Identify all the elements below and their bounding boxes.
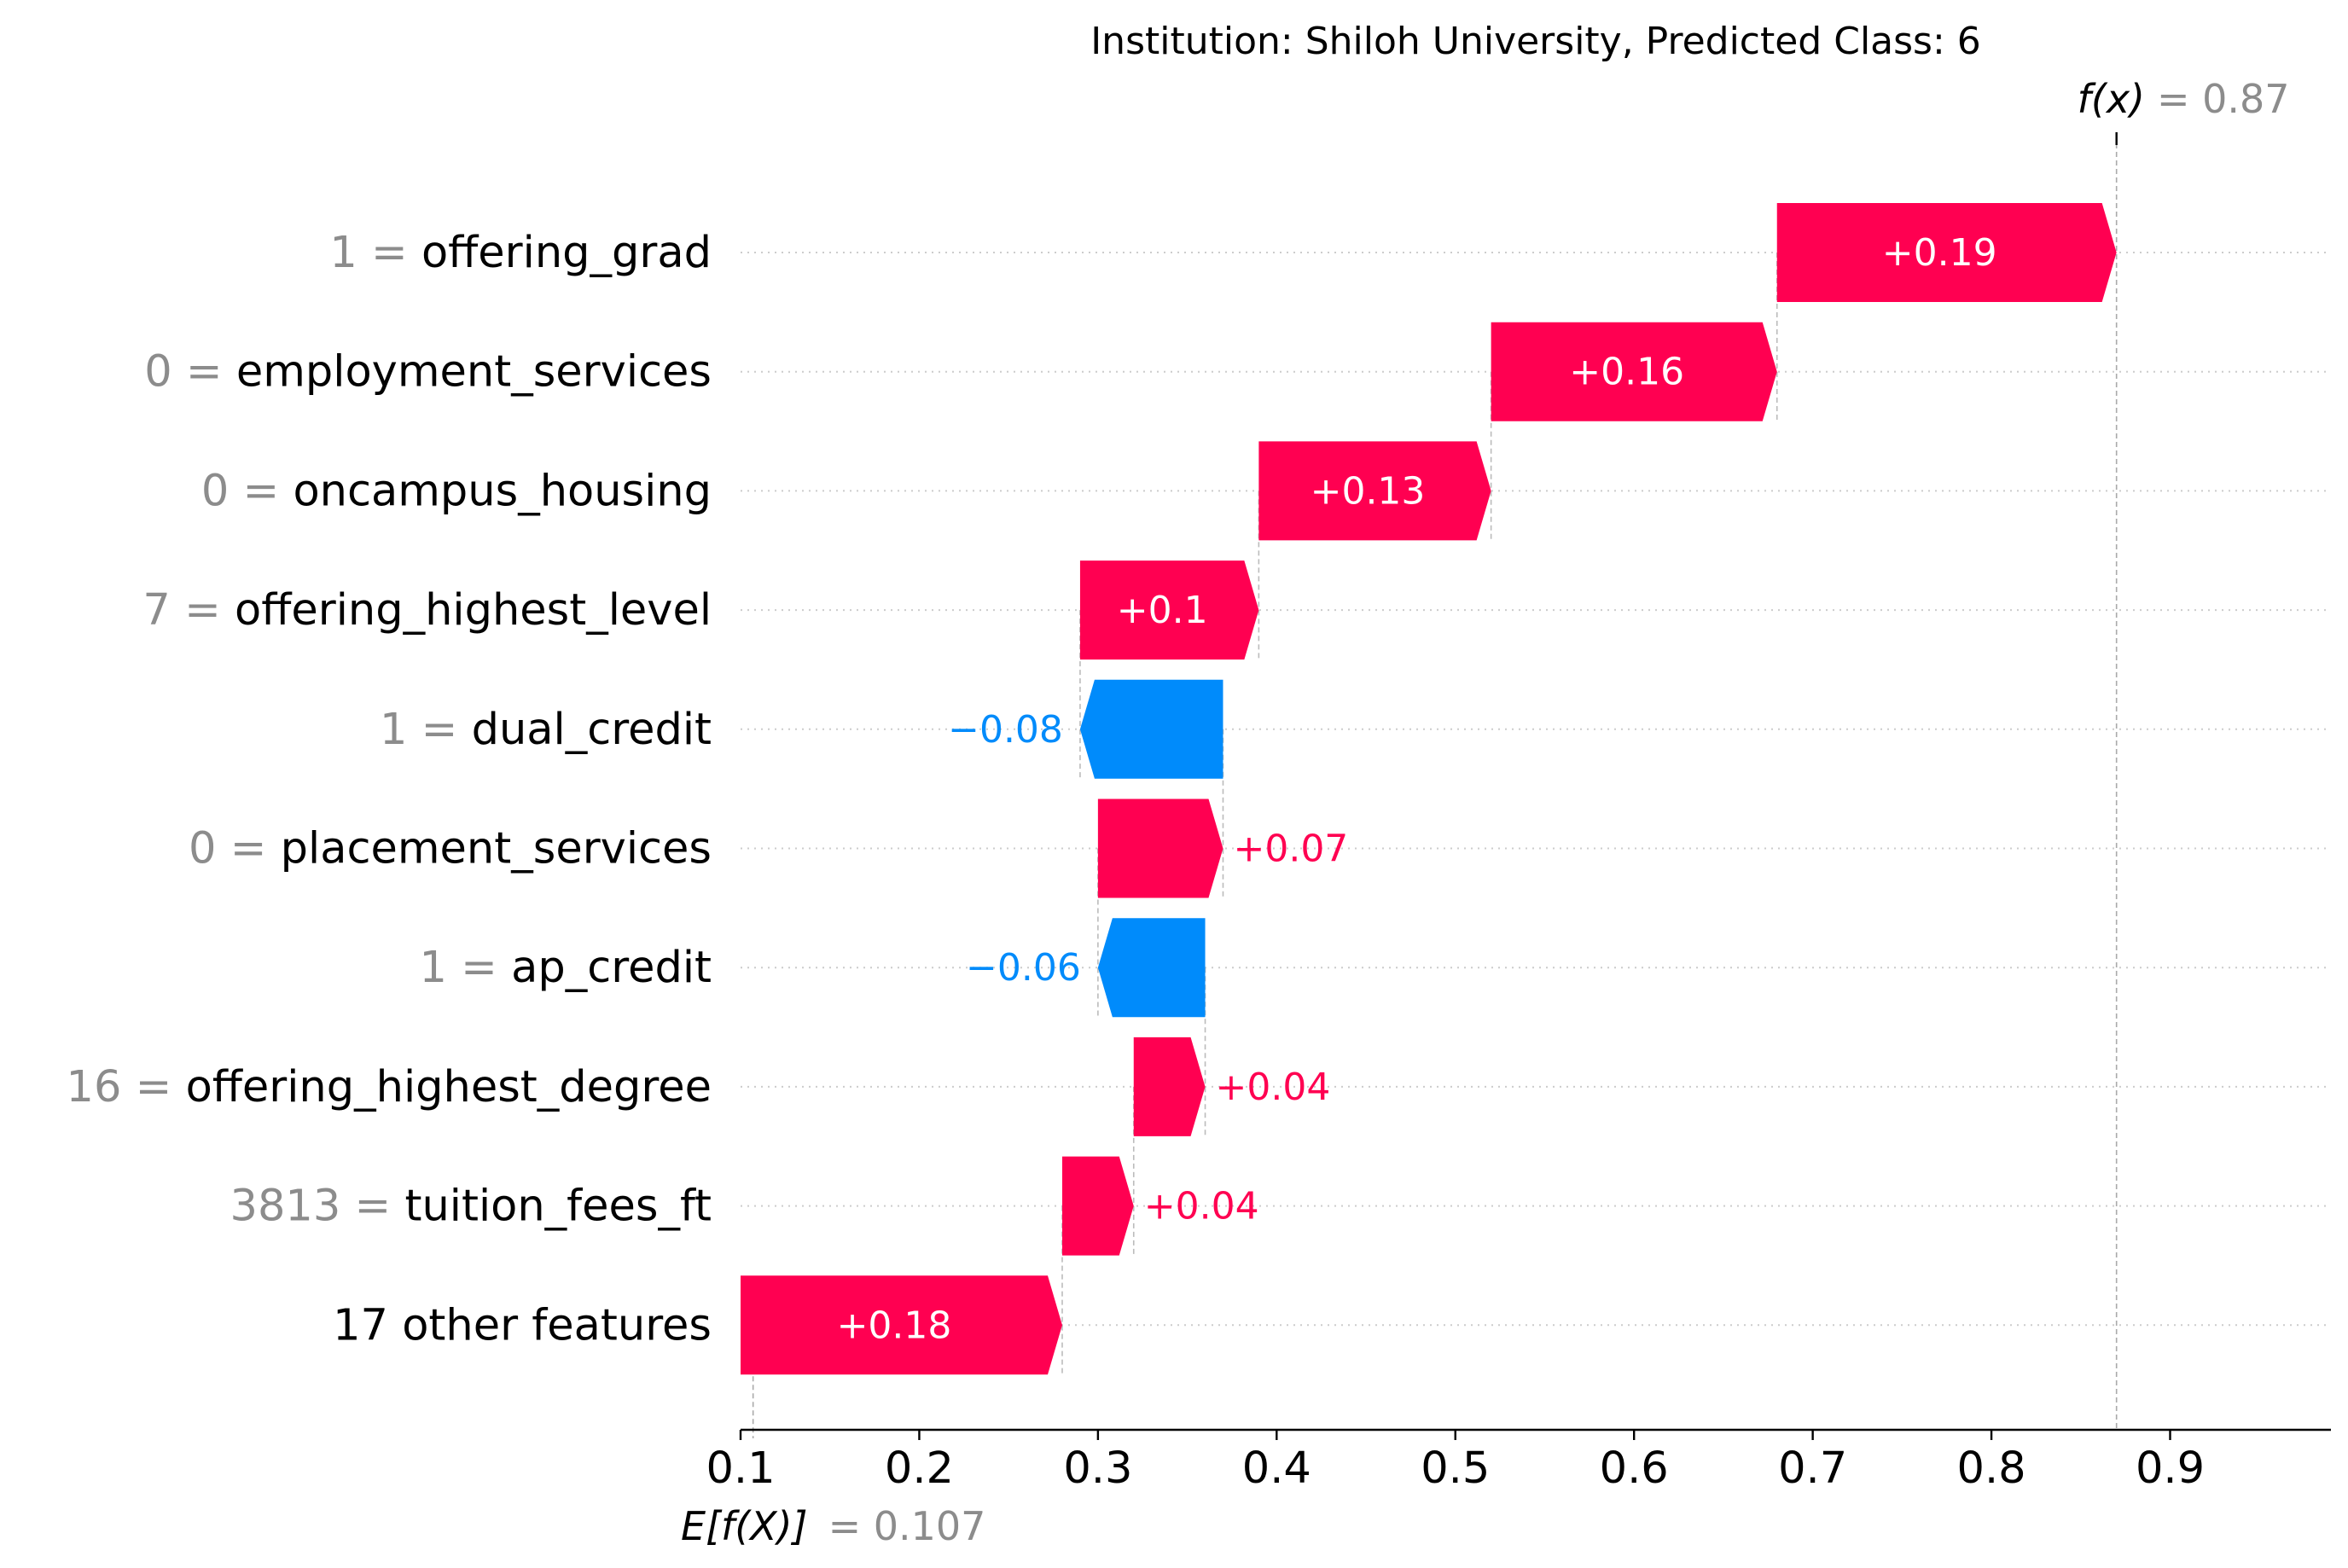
x-tick-label: 0.2 [885, 1443, 954, 1494]
feature-label: 0 = placement_services [189, 824, 712, 874]
feature-value: 3813 [230, 1182, 341, 1232]
feature-name: tuition_fees_ft [404, 1182, 712, 1232]
feature-name: placement_services [281, 824, 712, 874]
feature-name: offering_highest_level [235, 585, 712, 636]
shap-label: +0.04 [1216, 1066, 1331, 1109]
bar-offering_highest_level [1079, 560, 1259, 660]
equals-sign: = [121, 1062, 185, 1112]
annotations: f(x) = 0.87 E[f(X)] = 0.107 [681, 76, 2290, 1549]
x-tick-label: 0.1 [706, 1443, 775, 1494]
feature-value: 0 [201, 466, 229, 516]
feature-name: offering_grad [421, 228, 712, 278]
feature-label: 17 other features [333, 1300, 712, 1350]
x-tick-label: 0.4 [1242, 1443, 1311, 1494]
bar-17-other-features [741, 1275, 1062, 1375]
feature-value: 1 [329, 228, 357, 278]
equals-sign: = [357, 228, 421, 278]
x-tick-label: 0.8 [1957, 1443, 2026, 1494]
feature-label: 3813 = tuition_fees_ft [230, 1182, 712, 1232]
feature-labels: 1 = offering_grad 0 = employment_services… [67, 228, 712, 1350]
equals-sign: = [447, 943, 511, 993]
connector-lines [752, 135, 2118, 1438]
feature-name: 17 other features [333, 1300, 712, 1350]
feature-label: 1 = ap_credit [419, 943, 712, 993]
feature-label: 7 = offering_highest_level [142, 585, 712, 636]
equals-sign: = [340, 1182, 404, 1232]
feature-value: 1 [419, 943, 446, 993]
output-value: = 0.87 [2157, 76, 2290, 122]
base-label: E[f(X)] [681, 1503, 808, 1549]
shap-label: +0.07 [1233, 828, 1348, 871]
shap-label: +0.04 [1144, 1185, 1259, 1228]
output-value-annotation: f(x) = 0.87 [2078, 76, 2290, 122]
equals-sign: = [217, 824, 281, 874]
feature-value: 1 [380, 705, 407, 755]
x-tick-label: 0.9 [2136, 1443, 2205, 1494]
shap-label: +0.16 [1569, 351, 1684, 394]
feature-name: oncampus_housing [293, 466, 712, 516]
shap-label: +0.13 [1311, 469, 1426, 513]
feature-name: ap_credit [511, 943, 712, 993]
feature-name: offering_highest_degree [186, 1062, 712, 1112]
base-value-annotation: E[f(X)] = 0.107 [681, 1503, 985, 1549]
feature-value: 16 [67, 1062, 122, 1112]
x-axis: 0.1 0.2 0.3 0.4 0.5 0.6 0.7 0.8 0.9 [706, 1428, 2331, 1494]
equals-sign: = [407, 705, 471, 755]
bar-employment_services [1491, 322, 1777, 421]
bar-oncampus_housing [1258, 441, 1491, 541]
feature-name: dual_credit [472, 705, 712, 755]
output-label: f(x) [2078, 76, 2145, 122]
feature-value: 7 [142, 585, 170, 636]
shap-label: +0.18 [837, 1304, 952, 1347]
feature-value: 0 [144, 347, 171, 398]
x-tick-label: 0.3 [1063, 1443, 1132, 1494]
shap-label: −0.06 [966, 946, 1081, 990]
x-tick-label: 0.6 [1600, 1443, 1669, 1494]
shap-label: +0.1 [1117, 589, 1208, 632]
x-tick-label: 0.7 [1778, 1443, 1847, 1494]
equals-sign: = [171, 585, 235, 636]
bar-ap_credit [1097, 918, 1206, 1018]
bar-dual_credit [1079, 679, 1223, 779]
equals-sign: = [172, 347, 236, 398]
feature-label: 0 = employment_services [144, 347, 712, 398]
feature-name: employment_services [236, 347, 712, 398]
shap-label: −0.08 [948, 708, 1063, 752]
base-value: = 0.107 [828, 1503, 986, 1549]
feature-value: 0 [189, 824, 216, 874]
feature-label: 16 = offering_highest_degree [67, 1062, 712, 1112]
bar-offering_grad [1776, 203, 2117, 302]
x-tick-label: 0.5 [1421, 1443, 1490, 1494]
equals-sign: = [229, 466, 293, 516]
feature-label: 0 = oncampus_housing [201, 466, 712, 516]
feature-label: 1 = dual_credit [380, 705, 712, 755]
shap-label: +0.19 [1882, 231, 1997, 275]
chart-title: Institution: Shiloh University, Predicte… [1090, 20, 1981, 63]
bar-offering_highest_degree [1133, 1037, 1206, 1136]
bar-placement_services [1097, 799, 1223, 898]
bar-tuition_fees_ft [1061, 1156, 1134, 1256]
feature-label: 1 = offering_grad [329, 228, 712, 278]
bars: +0.19 +0.16 +0.13 +0.1 −0.08 +0.07 −0.06 +0.04 +… [741, 203, 2117, 1375]
